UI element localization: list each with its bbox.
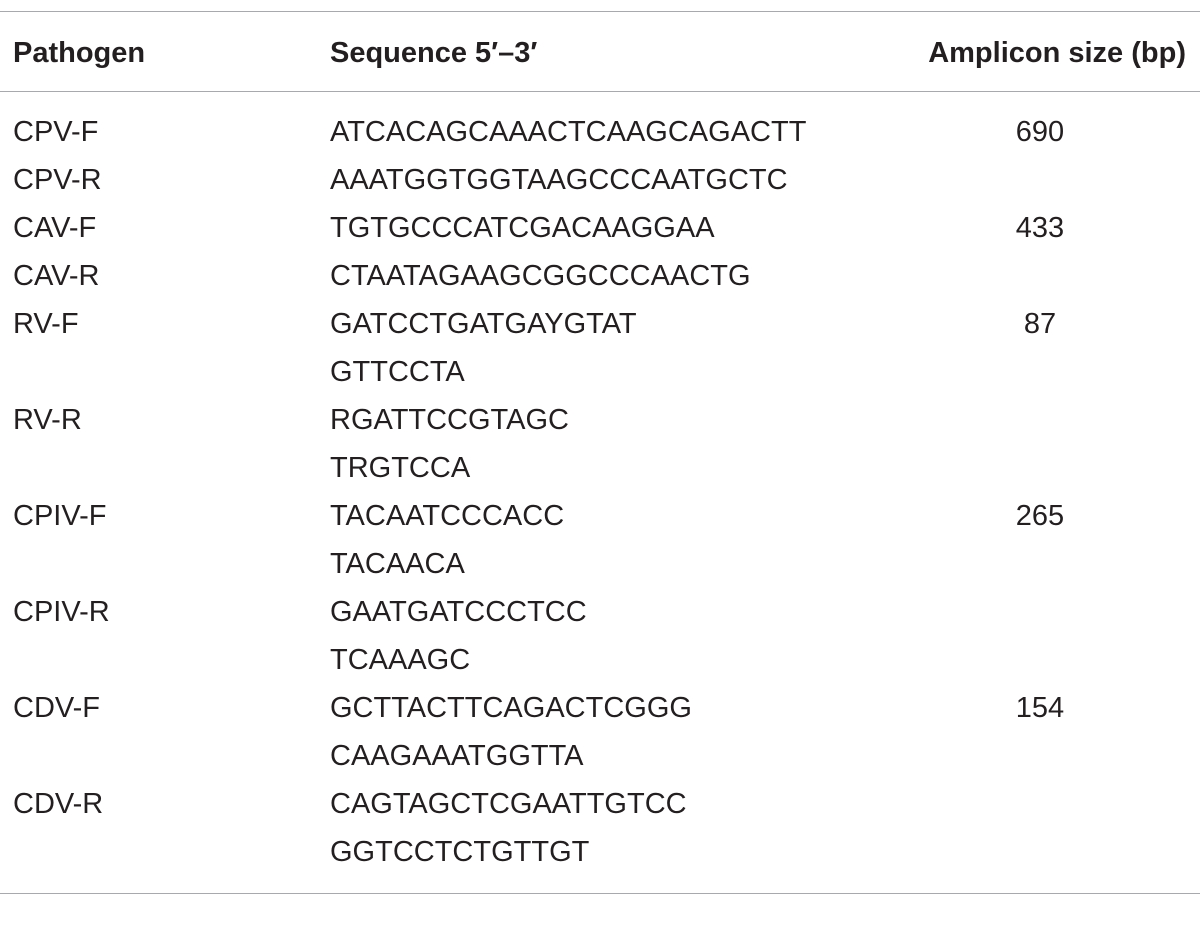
sequence-line: CTAATAGAAGCGGCCCAACTG bbox=[330, 260, 751, 292]
pathogen-cell: CPIV-R bbox=[13, 596, 110, 628]
sequence-cell: CAGTAGCTCGAATTGTCC GGTCCTCTGTTGT bbox=[330, 780, 850, 876]
table-row: CAV-F TGTGCCCATCGACAAGGAA 433 bbox=[0, 204, 1200, 252]
table-row: CDV-F GCTTACTTCAGACTCGGG CAAGAAATGGTTA 154 bbox=[0, 684, 1200, 780]
sequence-line: TACAATCCCACC bbox=[330, 500, 565, 532]
sequence-line: TGTGCCCATCGACAAGGAA bbox=[330, 212, 715, 244]
table-row: CPV-F ATCACAGCAAACTCAAGCAGACTT 690 bbox=[0, 108, 1200, 156]
table-row: CPIV-F TACAATCCCACC TACAACA 265 bbox=[0, 492, 1200, 588]
pathogen-cell: RV-F bbox=[13, 308, 79, 340]
table-row: RV-F GATCCTGATGAYGTAT GTTCCTA 87 bbox=[0, 300, 1200, 396]
amplicon-size-cell: 154 bbox=[1015, 692, 1065, 724]
sequence-cell: CTAATAGAAGCGGCCCAACTG bbox=[330, 252, 850, 300]
table-row: CDV-R CAGTAGCTCGAATTGTCC GGTCCTCTGTTGT bbox=[0, 780, 1200, 876]
header-amplicon-size: Amplicon size (bp) bbox=[928, 37, 1186, 69]
sequence-cell: GCTTACTTCAGACTCGGG CAAGAAATGGTTA bbox=[330, 684, 850, 780]
sequence-cell: GATCCTGATGAYGTAT GTTCCTA bbox=[330, 300, 850, 396]
table-row: CPIV-R GAATGATCCCTCC TCAAAGC bbox=[0, 588, 1200, 684]
table-row: CPV-R AAATGGTGGTAAGCCCAATGCTC bbox=[0, 156, 1200, 204]
sequence-line: GTTCCTA bbox=[330, 356, 465, 388]
sequence-line: GGTCCTCTGTTGT bbox=[330, 836, 590, 868]
table-header: Pathogen Sequence 5′–3′ Amplicon size (b… bbox=[0, 12, 1200, 91]
sequence-line: ATCACAGCAAACTCAAGCAGACTT bbox=[330, 116, 807, 148]
pathogen-cell: CPV-R bbox=[13, 164, 102, 196]
header-sequence: Sequence 5′–3′ bbox=[330, 37, 538, 69]
sequence-line: GATCCTGATGAYGTAT bbox=[330, 308, 637, 340]
pathogen-cell: CPV-F bbox=[13, 116, 99, 148]
table-row: CAV-R CTAATAGAAGCGGCCCAACTG bbox=[0, 252, 1200, 300]
pathogen-cell: CDV-F bbox=[13, 692, 100, 724]
amplicon-size-cell: 433 bbox=[1015, 212, 1065, 244]
sequence-line: CAAGAAATGGTTA bbox=[330, 740, 584, 772]
pathogen-cell: RV-R bbox=[13, 404, 82, 436]
amplicon-size-cell: 690 bbox=[1015, 116, 1065, 148]
primer-table: Pathogen Sequence 5′–3′ Amplicon size (b… bbox=[0, 11, 1200, 894]
sequence-cell: RGATTCCGTAGC TRGTCCA bbox=[330, 396, 850, 492]
pathogen-cell: CDV-R bbox=[13, 788, 104, 820]
sequence-cell: TACAATCCCACC TACAACA bbox=[330, 492, 850, 588]
sequence-cell: AAATGGTGGTAAGCCCAATGCTC bbox=[330, 156, 850, 204]
amplicon-size-cell: 87 bbox=[1023, 308, 1057, 340]
table-body: CPV-F ATCACAGCAAACTCAAGCAGACTT 690 CPV-R AAA… bbox=[0, 92, 1200, 893]
sequence-cell: TGTGCCCATCGACAAGGAA bbox=[330, 204, 850, 252]
sequence-line: AAATGGTGGTAAGCCCAATGCTC bbox=[330, 164, 788, 196]
pathogen-cell: CAV-R bbox=[13, 260, 100, 292]
sequence-line: GCTTACTTCAGACTCGGG bbox=[330, 692, 692, 724]
sequence-line: RGATTCCGTAGC bbox=[330, 404, 569, 436]
bottom-rule bbox=[0, 893, 1200, 894]
table-row: RV-R RGATTCCGTAGC TRGTCCA bbox=[0, 396, 1200, 492]
pathogen-cell: CAV-F bbox=[13, 212, 97, 244]
header-rule bbox=[0, 91, 1200, 92]
top-rule bbox=[0, 11, 1200, 12]
sequence-cell: GAATGATCCCTCC TCAAAGC bbox=[330, 588, 850, 684]
pathogen-cell: CPIV-F bbox=[13, 500, 107, 532]
sequence-line: GAATGATCCCTCC bbox=[330, 596, 587, 628]
sequence-line: CAGTAGCTCGAATTGTCC bbox=[330, 788, 687, 820]
sequence-line: TCAAAGC bbox=[330, 644, 471, 676]
sequence-line: TACAACA bbox=[330, 548, 465, 580]
sequence-cell: ATCACAGCAAACTCAAGCAGACTT bbox=[330, 108, 850, 156]
amplicon-size-cell: 265 bbox=[1015, 500, 1065, 532]
header-pathogen: Pathogen bbox=[13, 37, 146, 69]
sequence-line: TRGTCCA bbox=[330, 452, 471, 484]
